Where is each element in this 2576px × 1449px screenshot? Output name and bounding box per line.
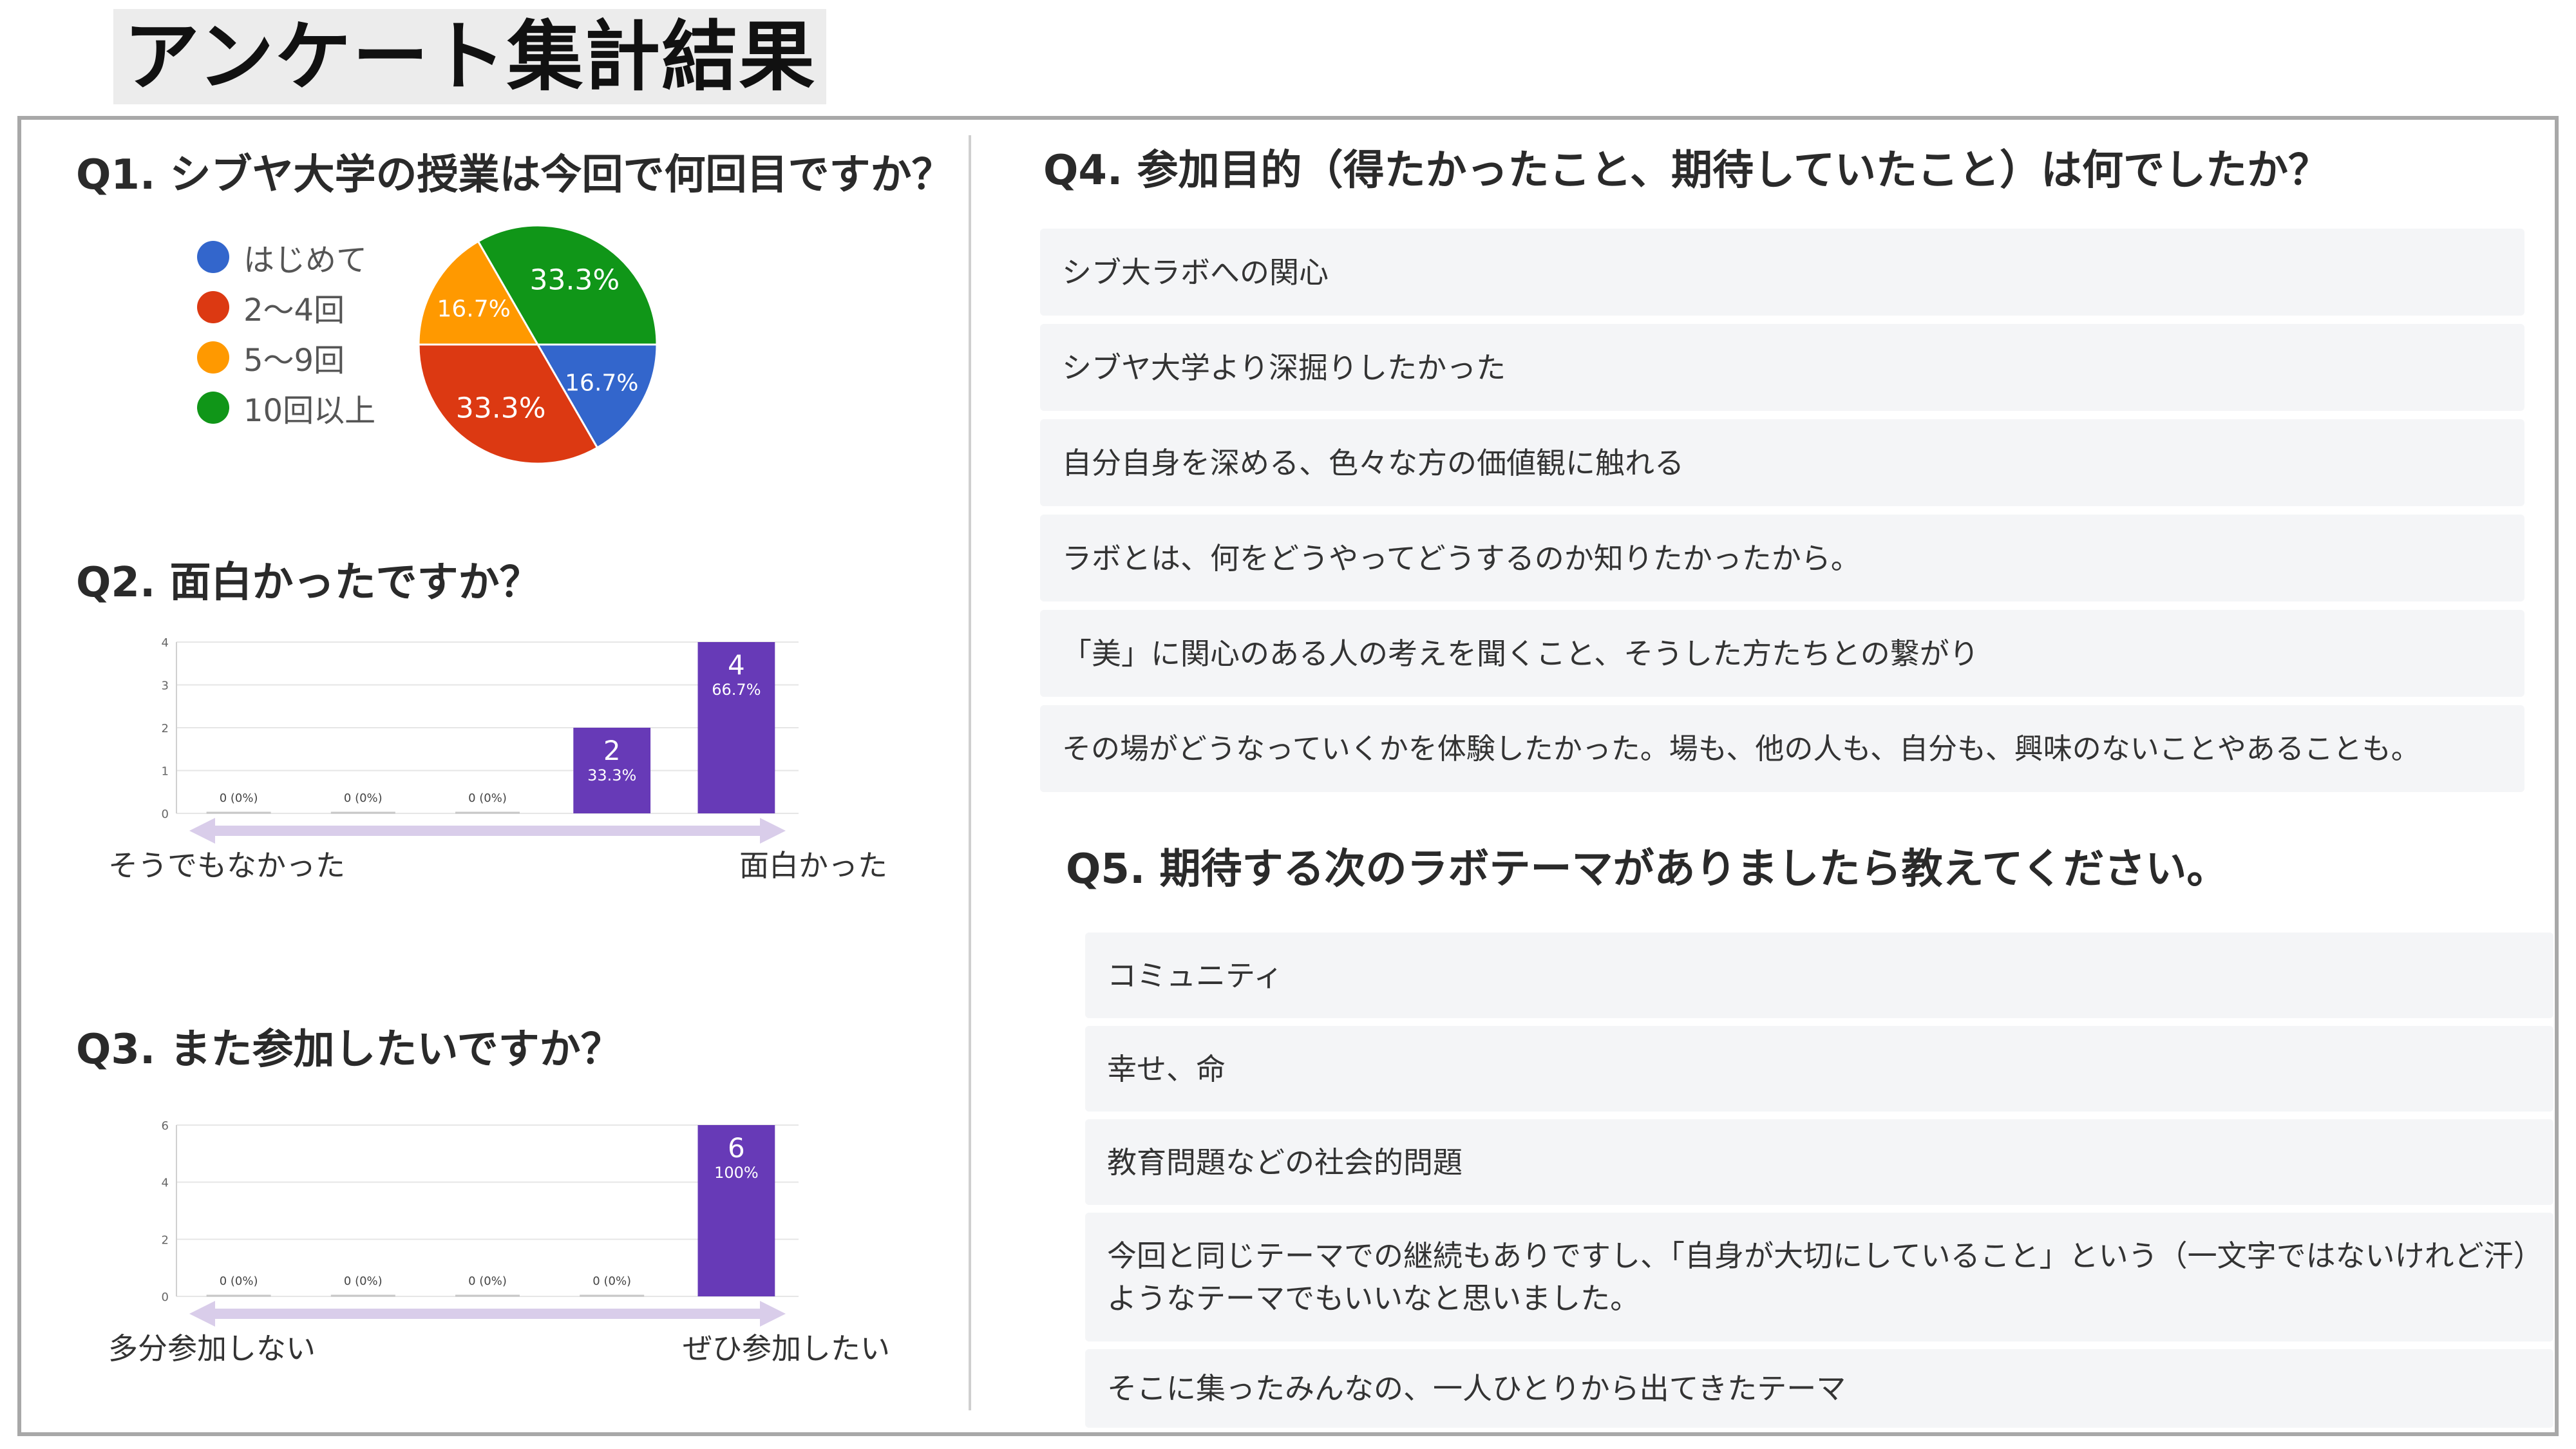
legend-swatch	[197, 241, 229, 273]
q4-heading: Q4. 参加目的（得たかったこと、期待していたこと）は何でしたか？	[1043, 147, 2330, 194]
q4-response: ラボとは、何をどうやってどうするのか知りたかったから。	[1040, 515, 2524, 601]
q3-axis-left-label: 多分参加しない	[108, 1331, 316, 1366]
legend-label: はじめて	[243, 242, 368, 278]
q3-axis-right-label: ぜひ参加したい	[683, 1331, 890, 1366]
y-tick-label: 4	[162, 636, 169, 650]
bar-value-label: 0 (0%)	[220, 791, 258, 805]
legend-swatch	[197, 341, 229, 374]
q1-legend: はじめて 2〜4回 5〜9回 10回以上	[197, 232, 375, 433]
survey-frame	[17, 116, 2559, 1436]
bar-value-label: 0 (0%)	[468, 791, 507, 805]
scale-arrow-shaft	[209, 1309, 766, 1319]
legend-swatch	[197, 291, 229, 323]
pie-slice	[536, 343, 658, 450]
q4-response: 「美」に関心のある人の考えを聞くこと、そうした方たちとの繋がり	[1040, 610, 2524, 697]
q4-response: その場がどうなっていくかを体験したかった。場も、他の人も、自分も、興味のないこと…	[1040, 705, 2524, 792]
q1-pie-chart: 16.7% 33.3% 16.7% 33.3%	[417, 224, 658, 465]
bar	[697, 1125, 775, 1296]
pie-slice-label: 33.3%	[529, 264, 620, 297]
scale-arrow-left-head	[189, 818, 215, 844]
q5-response: そこに集ったみんなの、一人ひとりから出てきたテーマ	[1085, 1349, 2553, 1428]
y-tick-label: 0	[162, 808, 169, 821]
q5-response: コミュニティ	[1085, 933, 2553, 1018]
pie-slice-label: 16.7%	[437, 296, 510, 323]
legend-label: 5〜9回	[243, 343, 345, 379]
pie-slice-label: 33.3%	[456, 392, 546, 424]
bar-percent-label: 100%	[714, 1164, 759, 1182]
y-tick-label: 4	[162, 1177, 169, 1190]
legend-item: 10回以上	[197, 383, 375, 433]
q1-heading: Q1. シブヤ大学の授業は今回で何回目ですか？	[76, 151, 953, 199]
page-title: アンケート集計結果	[113, 9, 827, 104]
legend-item: 2〜4回	[197, 282, 375, 332]
y-tick-label: 3	[162, 679, 169, 693]
scale-arrow-shaft	[209, 826, 766, 836]
pie-slice	[417, 240, 540, 346]
q2-axis-left-label: そうでもなかった	[108, 848, 345, 883]
bar-count-label: 4	[728, 649, 745, 681]
legend-swatch	[197, 392, 229, 424]
bar	[573, 728, 651, 813]
q5-response: 幸せ、命	[1085, 1026, 2553, 1112]
scale-arrow-right-head	[760, 1301, 786, 1327]
scale-arrow-right-head	[760, 818, 786, 844]
y-tick-label: 2	[162, 1233, 169, 1247]
y-tick-label: 0	[162, 1291, 169, 1304]
q3-heading: Q3. また参加したいですか？	[76, 1026, 622, 1074]
y-tick-label: 6	[162, 1119, 169, 1133]
q2-heading: Q2. 面白かったですか？	[76, 559, 541, 607]
pie-slice	[417, 343, 599, 465]
legend-label: 2〜4回	[243, 292, 345, 328]
q5-response: 教育問題などの社会的問題	[1085, 1119, 2553, 1205]
q4-response: シブ大ラボへの関心	[1040, 229, 2524, 316]
bar-value-label: 0 (0%)	[468, 1274, 507, 1288]
legend-item: 5〜9回	[197, 332, 375, 383]
y-tick-label: 2	[162, 722, 169, 735]
legend-label: 10回以上	[243, 393, 376, 429]
pie-slice-label: 16.7%	[565, 370, 638, 396]
bar-percent-label: 66.7%	[712, 681, 761, 699]
legend-item: はじめて	[197, 232, 375, 282]
q5-heading: Q5. 期待する次のラボテーマがありましたら教えてください。	[1066, 846, 2228, 893]
q4-response: 自分自身を深める、色々な方の価値観に触れる	[1040, 419, 2524, 506]
bar-value-label: 0 (0%)	[220, 1274, 258, 1288]
bar-value-label: 0 (0%)	[344, 1274, 383, 1288]
bar-value-label: 0 (0%)	[592, 1274, 631, 1288]
q2-axis-right-label: 面白かった	[739, 848, 887, 883]
q4-response: シブヤ大学より深掘りしたかった	[1040, 324, 2524, 411]
bar-value-label: 0 (0%)	[344, 791, 383, 805]
pie-slice	[477, 224, 658, 346]
bar	[697, 642, 775, 813]
scale-arrow-left-head	[189, 1301, 215, 1327]
bar-percent-label: 33.3%	[587, 766, 636, 784]
bar-count-label: 6	[728, 1132, 745, 1164]
q5-response: 今回と同じテーマでの継続もありですし、「自身が大切にしていること」という（一文字…	[1085, 1213, 2553, 1341]
column-divider	[969, 135, 971, 1410]
bar-count-label: 2	[603, 735, 621, 766]
y-tick-label: 1	[162, 765, 169, 779]
